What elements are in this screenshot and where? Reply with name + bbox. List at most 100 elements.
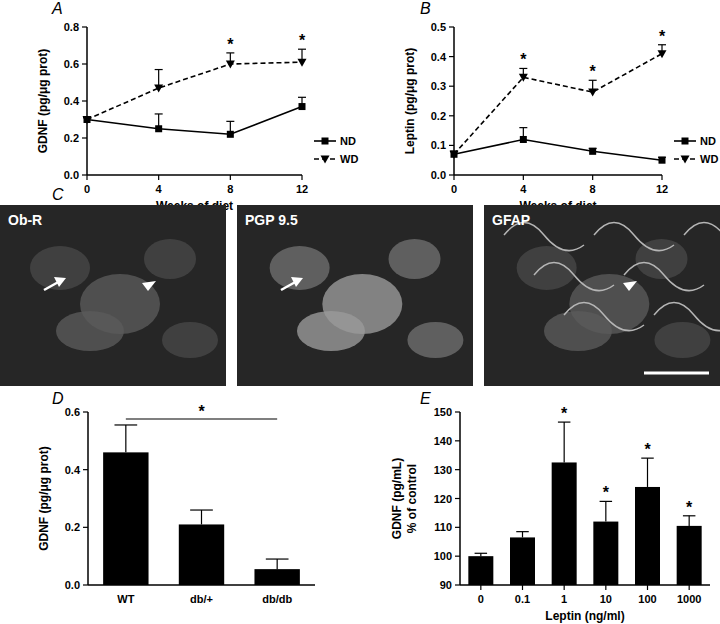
cell-shape <box>544 311 612 351</box>
cell-shape <box>270 246 330 290</box>
significance-marker: * <box>659 28 666 45</box>
panel-label: C <box>52 186 64 203</box>
data-point <box>658 50 667 58</box>
significance-marker: * <box>299 32 306 49</box>
y-tick-label: 100 <box>434 550 452 562</box>
error-bar <box>600 501 613 521</box>
x-tick <box>592 175 593 180</box>
plot-area <box>103 425 300 585</box>
y-tick <box>449 26 454 27</box>
error-stem <box>689 516 690 526</box>
x-tick-label: 0 <box>478 593 484 605</box>
cell-shape <box>144 239 196 279</box>
plot-area <box>468 422 701 585</box>
y-tick-label: 110 <box>434 521 452 533</box>
x-tick <box>605 585 606 590</box>
plot-area <box>83 49 307 138</box>
significance-marker: * <box>198 403 205 420</box>
series-line <box>87 107 302 135</box>
error-cap <box>516 531 529 532</box>
y-tick <box>82 137 87 138</box>
y-tick <box>82 100 87 101</box>
legend-label: ND <box>340 135 356 147</box>
arrowhead <box>142 281 156 291</box>
legend-marker <box>321 156 330 164</box>
y-tick <box>449 86 454 87</box>
y-axis-label: Leptin (pg/μg prot) <box>403 48 417 155</box>
legend-marker <box>681 156 690 164</box>
x-tick-label: 12 <box>296 183 308 195</box>
legend-entry: ND <box>314 135 356 147</box>
data-point <box>298 59 307 67</box>
data-point <box>154 85 163 93</box>
error-stem <box>277 559 278 569</box>
series-line <box>87 62 302 119</box>
error-bar <box>114 425 137 452</box>
y-tick <box>449 174 454 175</box>
y-axis <box>87 412 89 585</box>
y-axis-label: % of control <box>405 464 419 533</box>
cell-shape <box>162 322 218 358</box>
error-bar <box>266 559 289 569</box>
y-tick <box>455 584 460 585</box>
y-tick <box>82 174 87 175</box>
error-stem <box>522 532 523 538</box>
y-tick <box>455 440 460 441</box>
x-axis <box>454 174 662 176</box>
error-cap <box>190 509 213 510</box>
x-tick <box>230 175 231 180</box>
y-tick <box>82 63 87 64</box>
y-tick <box>83 469 88 470</box>
data-point <box>84 116 91 123</box>
x-axis <box>460 584 710 586</box>
significance-marker: * <box>603 484 610 501</box>
x-tick <box>564 585 565 590</box>
cell-shape <box>654 322 710 358</box>
y-tick <box>83 411 88 412</box>
arrow-head <box>54 277 66 287</box>
x-tick-label: 0.1 <box>515 593 530 605</box>
x-tick <box>453 175 454 180</box>
error-cap <box>155 69 163 70</box>
data-point <box>588 89 597 97</box>
significance-marker: * <box>590 63 597 80</box>
x-tick <box>480 585 481 590</box>
data-point <box>450 151 459 159</box>
micrograph: Ob-R <box>0 205 226 386</box>
x-tick-label: 100 <box>638 593 656 605</box>
y-tick-label: 0.3 <box>431 80 446 92</box>
y-axis-label: GDNF (pg/μg prot) <box>36 49 50 154</box>
cell-shape <box>56 311 124 351</box>
bar <box>552 462 577 585</box>
panel-label: A <box>51 0 63 17</box>
x-tick-label: 1 <box>561 593 567 605</box>
y-tick-label: 0.5 <box>431 21 446 33</box>
x-tick-label: 4 <box>156 183 163 195</box>
y-tick-label: 130 <box>434 464 452 476</box>
x-tick-label: 8 <box>590 183 596 195</box>
y-tick-label: 0.4 <box>64 95 80 107</box>
micrograph: GFAP <box>484 205 720 386</box>
figure: 0.00.20.40.60.8AGDNF (pg/μg prot)Weeks o… <box>0 0 720 624</box>
error-bar <box>190 510 213 524</box>
glial-process <box>624 263 704 291</box>
arrowhead <box>623 281 637 291</box>
arrow-head <box>291 277 303 287</box>
x-tick-label: 8 <box>227 183 233 195</box>
micrograph-label: PGP 9.5 <box>245 212 298 228</box>
significance-marker: * <box>227 36 234 53</box>
x-tick <box>301 175 302 180</box>
x-tick <box>661 175 662 180</box>
data-point <box>520 136 527 143</box>
error-stem <box>605 501 606 521</box>
y-tick-label: 0.1 <box>431 139 446 151</box>
bar <box>179 524 224 585</box>
y-axis-label: GDNF (pg/μg prot) <box>37 446 51 551</box>
significance-marker: * <box>561 405 568 422</box>
y-tick-label: 0.0 <box>65 579 80 591</box>
y-tick-label: 0.6 <box>65 406 80 418</box>
x-tick-label: WT <box>117 593 134 605</box>
scale-bar <box>644 372 709 375</box>
y-tick-label: 0.8 <box>64 21 79 33</box>
y-tick <box>455 411 460 412</box>
